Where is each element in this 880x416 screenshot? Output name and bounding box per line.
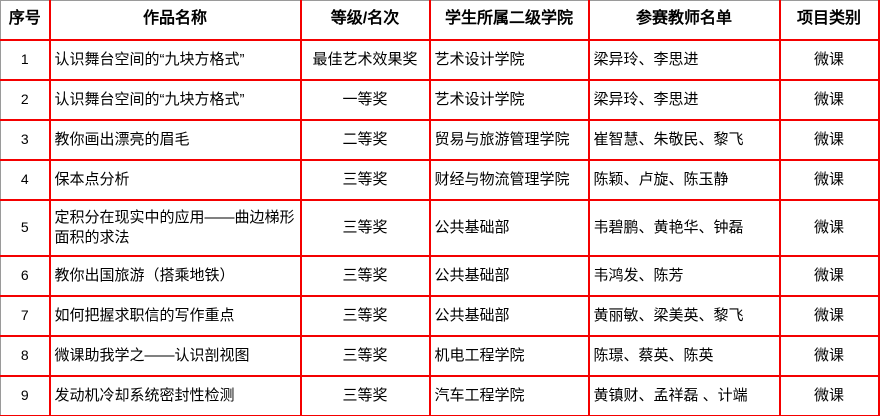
header-award: 等级/名次 [299,0,431,41]
cell-college: 公共基础部 [428,294,590,337]
cell-title: 认识舞台空间的“九块方格式” [48,38,302,81]
cell-college: 公共基础部 [428,254,590,297]
cell-college: 机电工程学院 [428,334,590,377]
header-category: 项目类别 [778,0,880,41]
cell-title: 教你出国旅游（搭乘地铁） [48,254,302,297]
cell-college: 艺术设计学院 [428,78,590,121]
cell-teachers: 韦碧鹏、黄艳华、钟磊 [587,198,781,257]
cell-no: 9 [0,374,51,416]
cell-teachers: 梁异玲、李思进 [587,78,781,121]
cell-category: 微课 [778,158,880,201]
table-row: 1 认识舞台空间的“九块方格式” 最佳艺术效果奖 艺术设计学院 梁异玲、李思进 … [0,38,880,81]
cell-teachers: 崔智慧、朱敬民、黎飞 [587,118,781,161]
cell-title: 教你画出漂亮的眉毛 [48,118,302,161]
cell-no: 7 [0,294,51,337]
cell-college: 汽车工程学院 [428,374,590,416]
cell-title: 认识舞台空间的“九块方格式” [48,78,302,121]
cell-college: 财经与物流管理学院 [428,158,590,201]
table-row: 9 发动机冷却系统密封性检测 三等奖 汽车工程学院 黄镇财、孟祥磊 、计端 微课 [0,374,880,416]
table-row: 2 认识舞台空间的“九块方格式” 一等奖 艺术设计学院 梁异玲、李思进 微课 [0,78,880,121]
cell-title: 微课助我学之——认识剖视图 [48,334,302,377]
cell-award: 三等奖 [299,294,431,337]
cell-category: 微课 [778,254,880,297]
header-teachers: 参赛教师名单 [587,0,781,41]
cell-category: 微课 [778,294,880,337]
cell-no: 2 [0,78,51,121]
cell-teachers: 黄镇财、孟祥磊 、计端 [587,374,781,416]
cell-award: 三等奖 [299,198,431,257]
cell-award: 三等奖 [299,334,431,377]
cell-college: 贸易与旅游管理学院 [428,118,590,161]
table-row: 4 保本点分析 三等奖 财经与物流管理学院 陈颖、卢旋、陈玉静 微课 [0,158,880,201]
header-no: 序号 [0,0,51,41]
cell-teachers: 陈璟、蔡英、陈英 [587,334,781,377]
cell-college: 公共基础部 [428,198,590,257]
cell-award: 三等奖 [299,374,431,416]
cell-teachers: 陈颖、卢旋、陈玉静 [587,158,781,201]
cell-award: 二等奖 [299,118,431,161]
cell-award: 三等奖 [299,254,431,297]
cell-title: 定积分在现实中的应用——曲边梯形面积的求法 [48,198,302,257]
header-title: 作品名称 [48,0,302,41]
cell-no: 6 [0,254,51,297]
cell-college: 艺术设计学院 [428,38,590,81]
cell-teachers: 梁异玲、李思进 [587,38,781,81]
cell-award: 最佳艺术效果奖 [299,38,431,81]
cell-teachers: 黄丽敏、梁美英、黎飞 [587,294,781,337]
table-row: 7 如何把握求职信的写作重点 三等奖 公共基础部 黄丽敏、梁美英、黎飞 微课 [0,294,880,337]
cell-teachers: 韦鸿发、陈芳 [587,254,781,297]
cell-title: 保本点分析 [48,158,302,201]
cell-no: 8 [0,334,51,377]
table-row: 6 教你出国旅游（搭乘地铁） 三等奖 公共基础部 韦鸿发、陈芳 微课 [0,254,880,297]
cell-award: 三等奖 [299,158,431,201]
cell-award: 一等奖 [299,78,431,121]
cell-category: 微课 [778,78,880,121]
table-row: 5 定积分在现实中的应用——曲边梯形面积的求法 三等奖 公共基础部 韦碧鹏、黄艳… [0,198,880,257]
table-row: 8 微课助我学之——认识剖视图 三等奖 机电工程学院 陈璟、蔡英、陈英 微课 [0,334,880,377]
cell-category: 微课 [778,118,880,161]
cell-category: 微课 [778,334,880,377]
header-college: 学生所属二级学院 [428,0,590,41]
cell-category: 微课 [778,38,880,81]
header-row: 序号 作品名称 等级/名次 学生所属二级学院 参赛教师名单 项目类别 [0,0,880,41]
cell-no: 4 [0,158,51,201]
cell-no: 1 [0,38,51,81]
cell-no: 5 [0,198,51,257]
cell-no: 3 [0,118,51,161]
table-row: 3 教你画出漂亮的眉毛 二等奖 贸易与旅游管理学院 崔智慧、朱敬民、黎飞 微课 [0,118,880,161]
cell-category: 微课 [778,198,880,257]
cell-title: 发动机冷却系统密封性检测 [48,374,302,416]
cell-category: 微课 [778,374,880,416]
cell-title: 如何把握求职信的写作重点 [48,294,302,337]
